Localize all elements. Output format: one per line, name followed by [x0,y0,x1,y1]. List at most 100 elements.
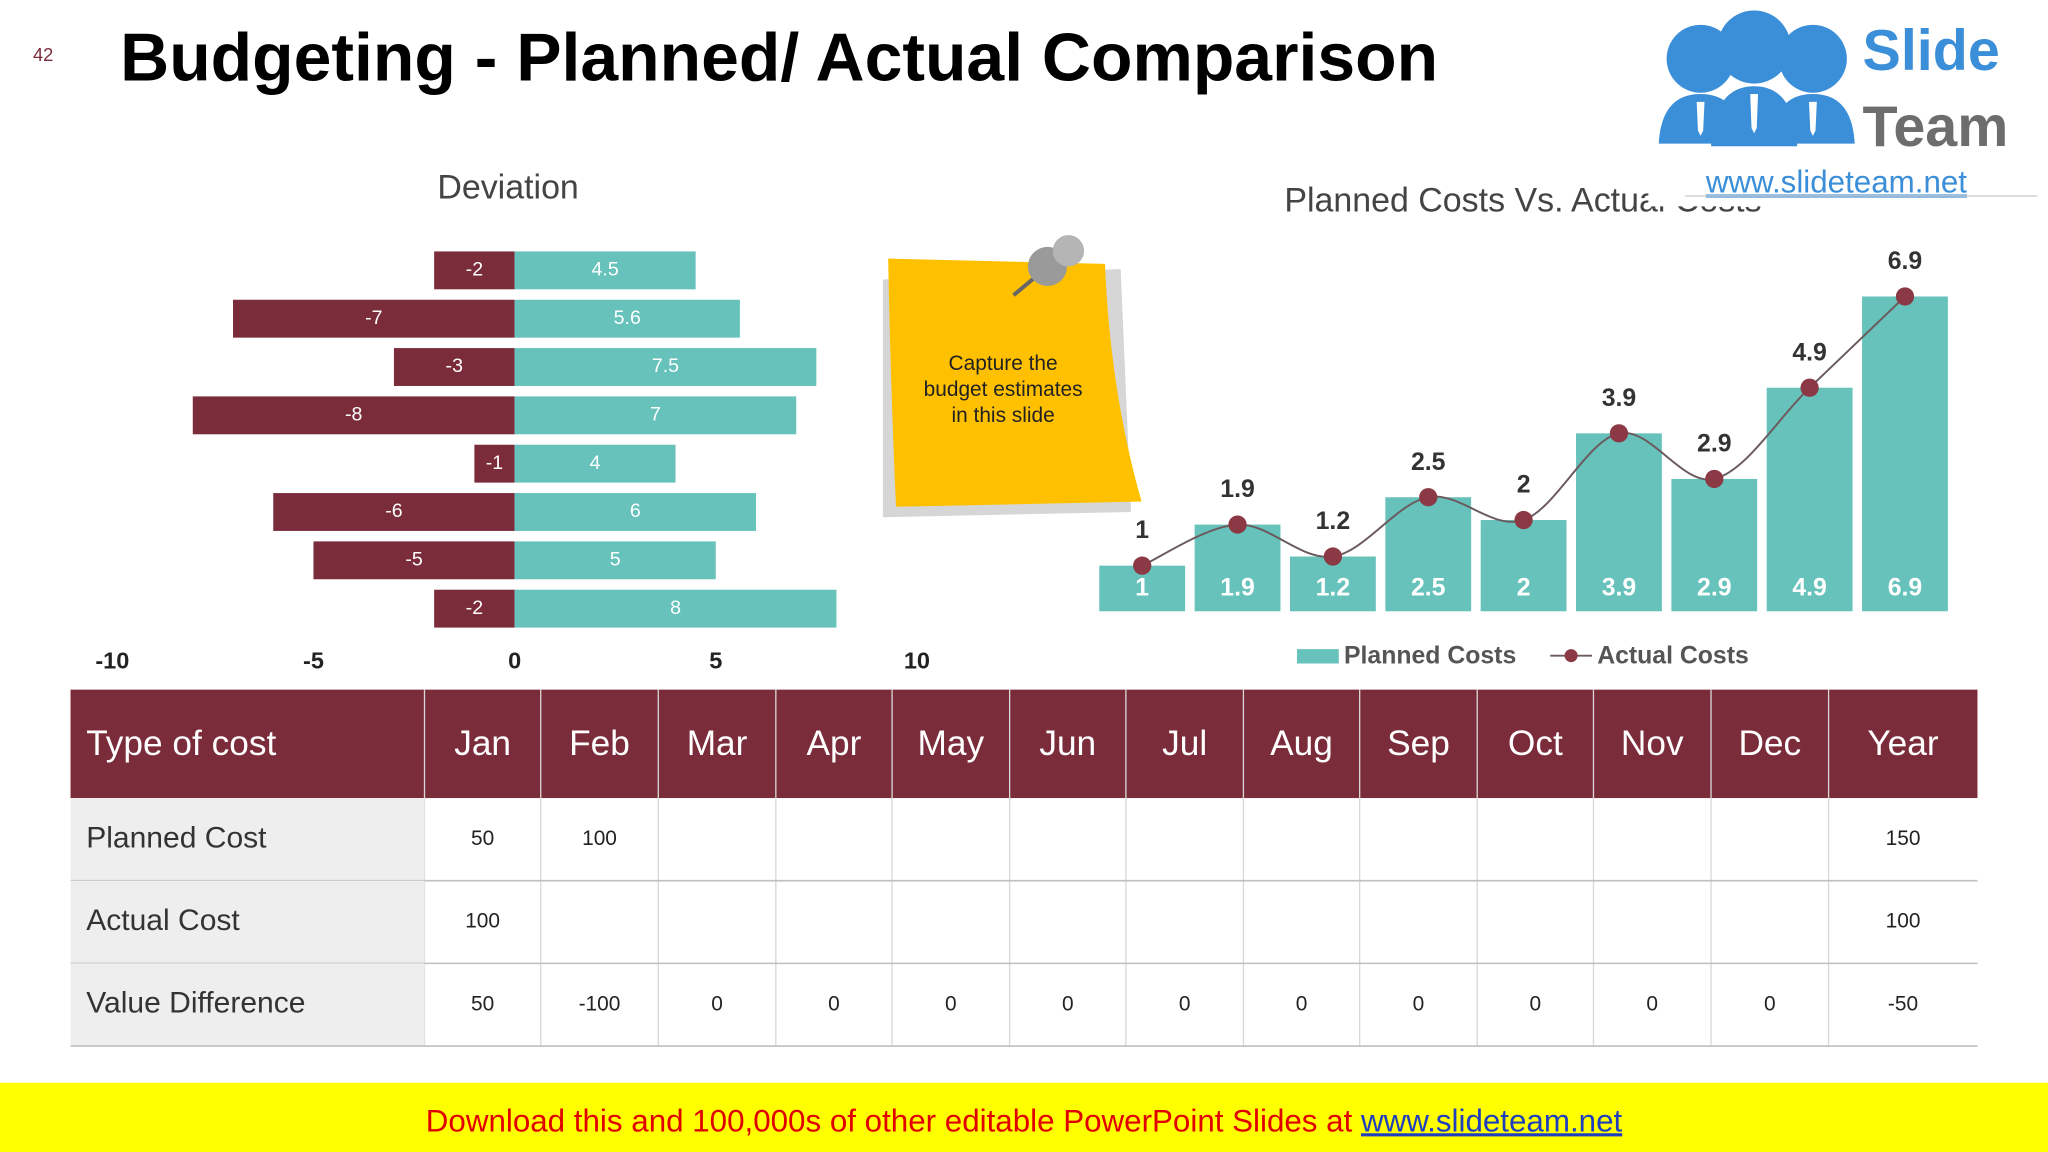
line-marker [1609,424,1629,443]
footer-link[interactable]: www.slideteam.net [1360,1104,1622,1139]
table-cell: 100 [1886,910,1921,933]
bar [1385,497,1472,612]
point-label: 2.9 [1697,431,1731,458]
header-cell: Jan [454,724,511,763]
header-cell: Feb [569,724,630,763]
table-cell: 0 [1764,992,1776,1015]
bar [1862,296,1948,612]
table-cell: -100 [579,992,621,1015]
bar-label: 1 [1135,575,1149,602]
bar-label: -3 [446,355,464,377]
bar [514,396,797,435]
line-marker [1133,556,1152,575]
point-label: 1.9 [1220,476,1254,503]
line-marker [1514,510,1533,530]
table-cell: 0 [1413,992,1425,1015]
row-label: Actual Cost [86,904,240,937]
line-marker [1419,488,1438,507]
bar [1671,478,1758,612]
table-cell: 50 [471,827,494,850]
point-label: 3.9 [1602,385,1636,412]
header-cell: Jul [1162,724,1207,763]
bar [1576,433,1662,612]
line-marker [1323,547,1343,566]
line-marker [1228,515,1247,534]
table-cell: 0 [1530,992,1542,1015]
table-header [70,689,1978,799]
bar [273,493,515,531]
bar [1766,387,1853,612]
sticky-note: Capture the budget estimates in this sli… [882,235,1142,518]
point-label: 2 [1517,472,1531,499]
row-label-cell [70,963,425,1047]
slide-title: Budgeting - Planned/ Actual Comparison [120,21,1438,96]
bar-label: 6 [630,500,641,522]
logo-word: Slide [1863,19,2000,83]
bar-label: -1 [486,452,503,474]
bar [313,541,515,580]
note-text: in this slide [951,404,1054,427]
legend: Planned Costs Actual Costs [1296,643,1749,670]
point-label: 1.2 [1316,508,1350,535]
bar [514,493,756,531]
logo: Slide Team www.slideteam.net [1648,0,2048,207]
table-cell: 0 [1296,992,1308,1015]
logo-figures [1658,10,1855,147]
footer-text: Download this and 100,000s of other edit… [426,1104,1361,1139]
row-label-cell [70,798,425,881]
bar-label: 6.9 [1888,575,1922,602]
bar [514,541,716,580]
footer-band [0,1082,2048,1152]
bar-label: 2 [1517,575,1531,602]
bar-label: 1.9 [1220,575,1254,602]
header-cell: Mar [687,724,748,763]
legend-label: Actual Costs [1597,643,1749,670]
bar [514,299,740,338]
header-cell: Oct [1508,724,1563,763]
table-cell: 0 [1646,992,1658,1015]
bar-label: 1.2 [1316,575,1350,602]
bar-label: 4 [590,452,601,474]
table-cell: 100 [465,910,500,933]
row-label-cell [70,880,425,964]
bar-label: 8 [670,597,681,619]
legend-label: Planned Costs [1344,643,1516,670]
note-text: Capture the [949,352,1058,375]
x-tick-label: 0 [508,647,521,673]
bar [434,251,515,290]
x-tick-label: 10 [904,647,930,673]
legend-swatch [1296,649,1339,664]
bar-label: 7.5 [652,355,679,377]
header-cell: Type of cost [86,724,276,763]
bar [514,444,676,483]
bar-label: 5.6 [614,307,641,329]
chart-title: Deviation [437,168,578,206]
line-marker [1895,287,1915,306]
header-cell: Sep [1387,724,1450,763]
point-label: 2.5 [1411,449,1446,476]
table-cell: 100 [582,827,617,850]
table: Type of cost Jan Feb Mar Apr May Jun Jul Aug Sep O… [70,689,1978,1047]
header-cell: May [918,724,985,763]
logo-word: Team [1863,95,2009,159]
table-cell: 0 [828,992,840,1015]
row-label: Planned Cost [86,821,267,854]
bar [1480,520,1567,612]
bar-label: 4.9 [1792,575,1826,602]
footer: Download this and 100,000s of other edit… [426,1104,1623,1139]
header-cell: Year [1867,724,1938,763]
bar-label: 7 [650,404,661,426]
bar [233,299,515,338]
bar-label: -7 [365,307,382,329]
table-cell: 0 [711,992,723,1015]
table-cell: 0 [945,992,957,1015]
pin-head [1052,235,1085,267]
bar [514,589,837,628]
point-label: 1 [1135,517,1149,544]
legend-swatch [1564,649,1578,663]
table-cell: -50 [1888,992,1918,1015]
point-label: 4.9 [1792,339,1826,366]
bar-label: -2 [466,259,483,281]
header-cell: Dec [1738,724,1801,763]
